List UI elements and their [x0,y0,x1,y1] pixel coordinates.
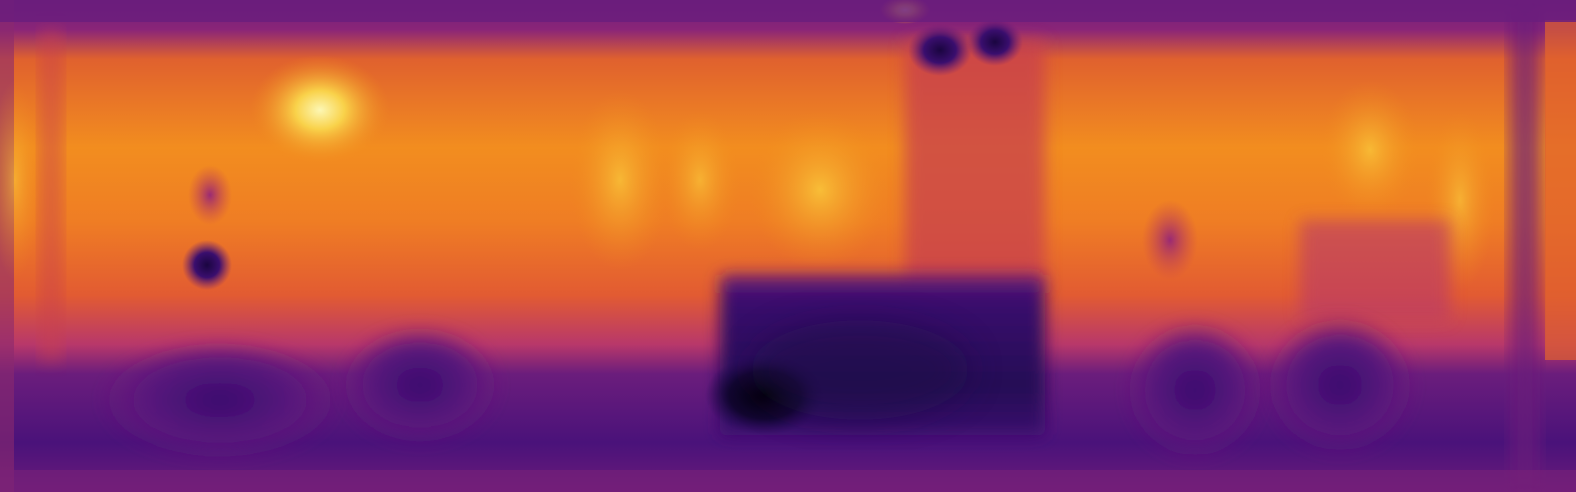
center-column [905,40,1045,290]
center-top-dark-2 [967,18,1023,66]
bottom-blob-right-2 [1265,315,1415,455]
top-band [0,0,1576,22]
right-stripe [1510,0,1540,492]
bright-glow-left [250,55,390,165]
right-upper-blob [1142,200,1198,280]
bottom-band [0,470,1576,492]
bottom-blob-left [100,340,340,460]
bottom-blob-right-1 [1125,320,1265,460]
glow-mid-2 [660,110,740,250]
left-stripe [40,30,62,360]
center-top-dark-1 [908,24,972,76]
bottom-blob-center-left [340,325,500,445]
glow-right-1 [1320,80,1420,220]
glow-mid-3 [750,110,890,270]
box-inner-dark [750,320,970,420]
glow-left-edge [0,80,40,280]
right-cabinet [1300,220,1450,320]
right-edge [1545,20,1576,360]
left-small-blob-1 [182,240,232,290]
left-small-blob-2 [188,165,232,225]
glow-mid-1 [570,90,670,270]
